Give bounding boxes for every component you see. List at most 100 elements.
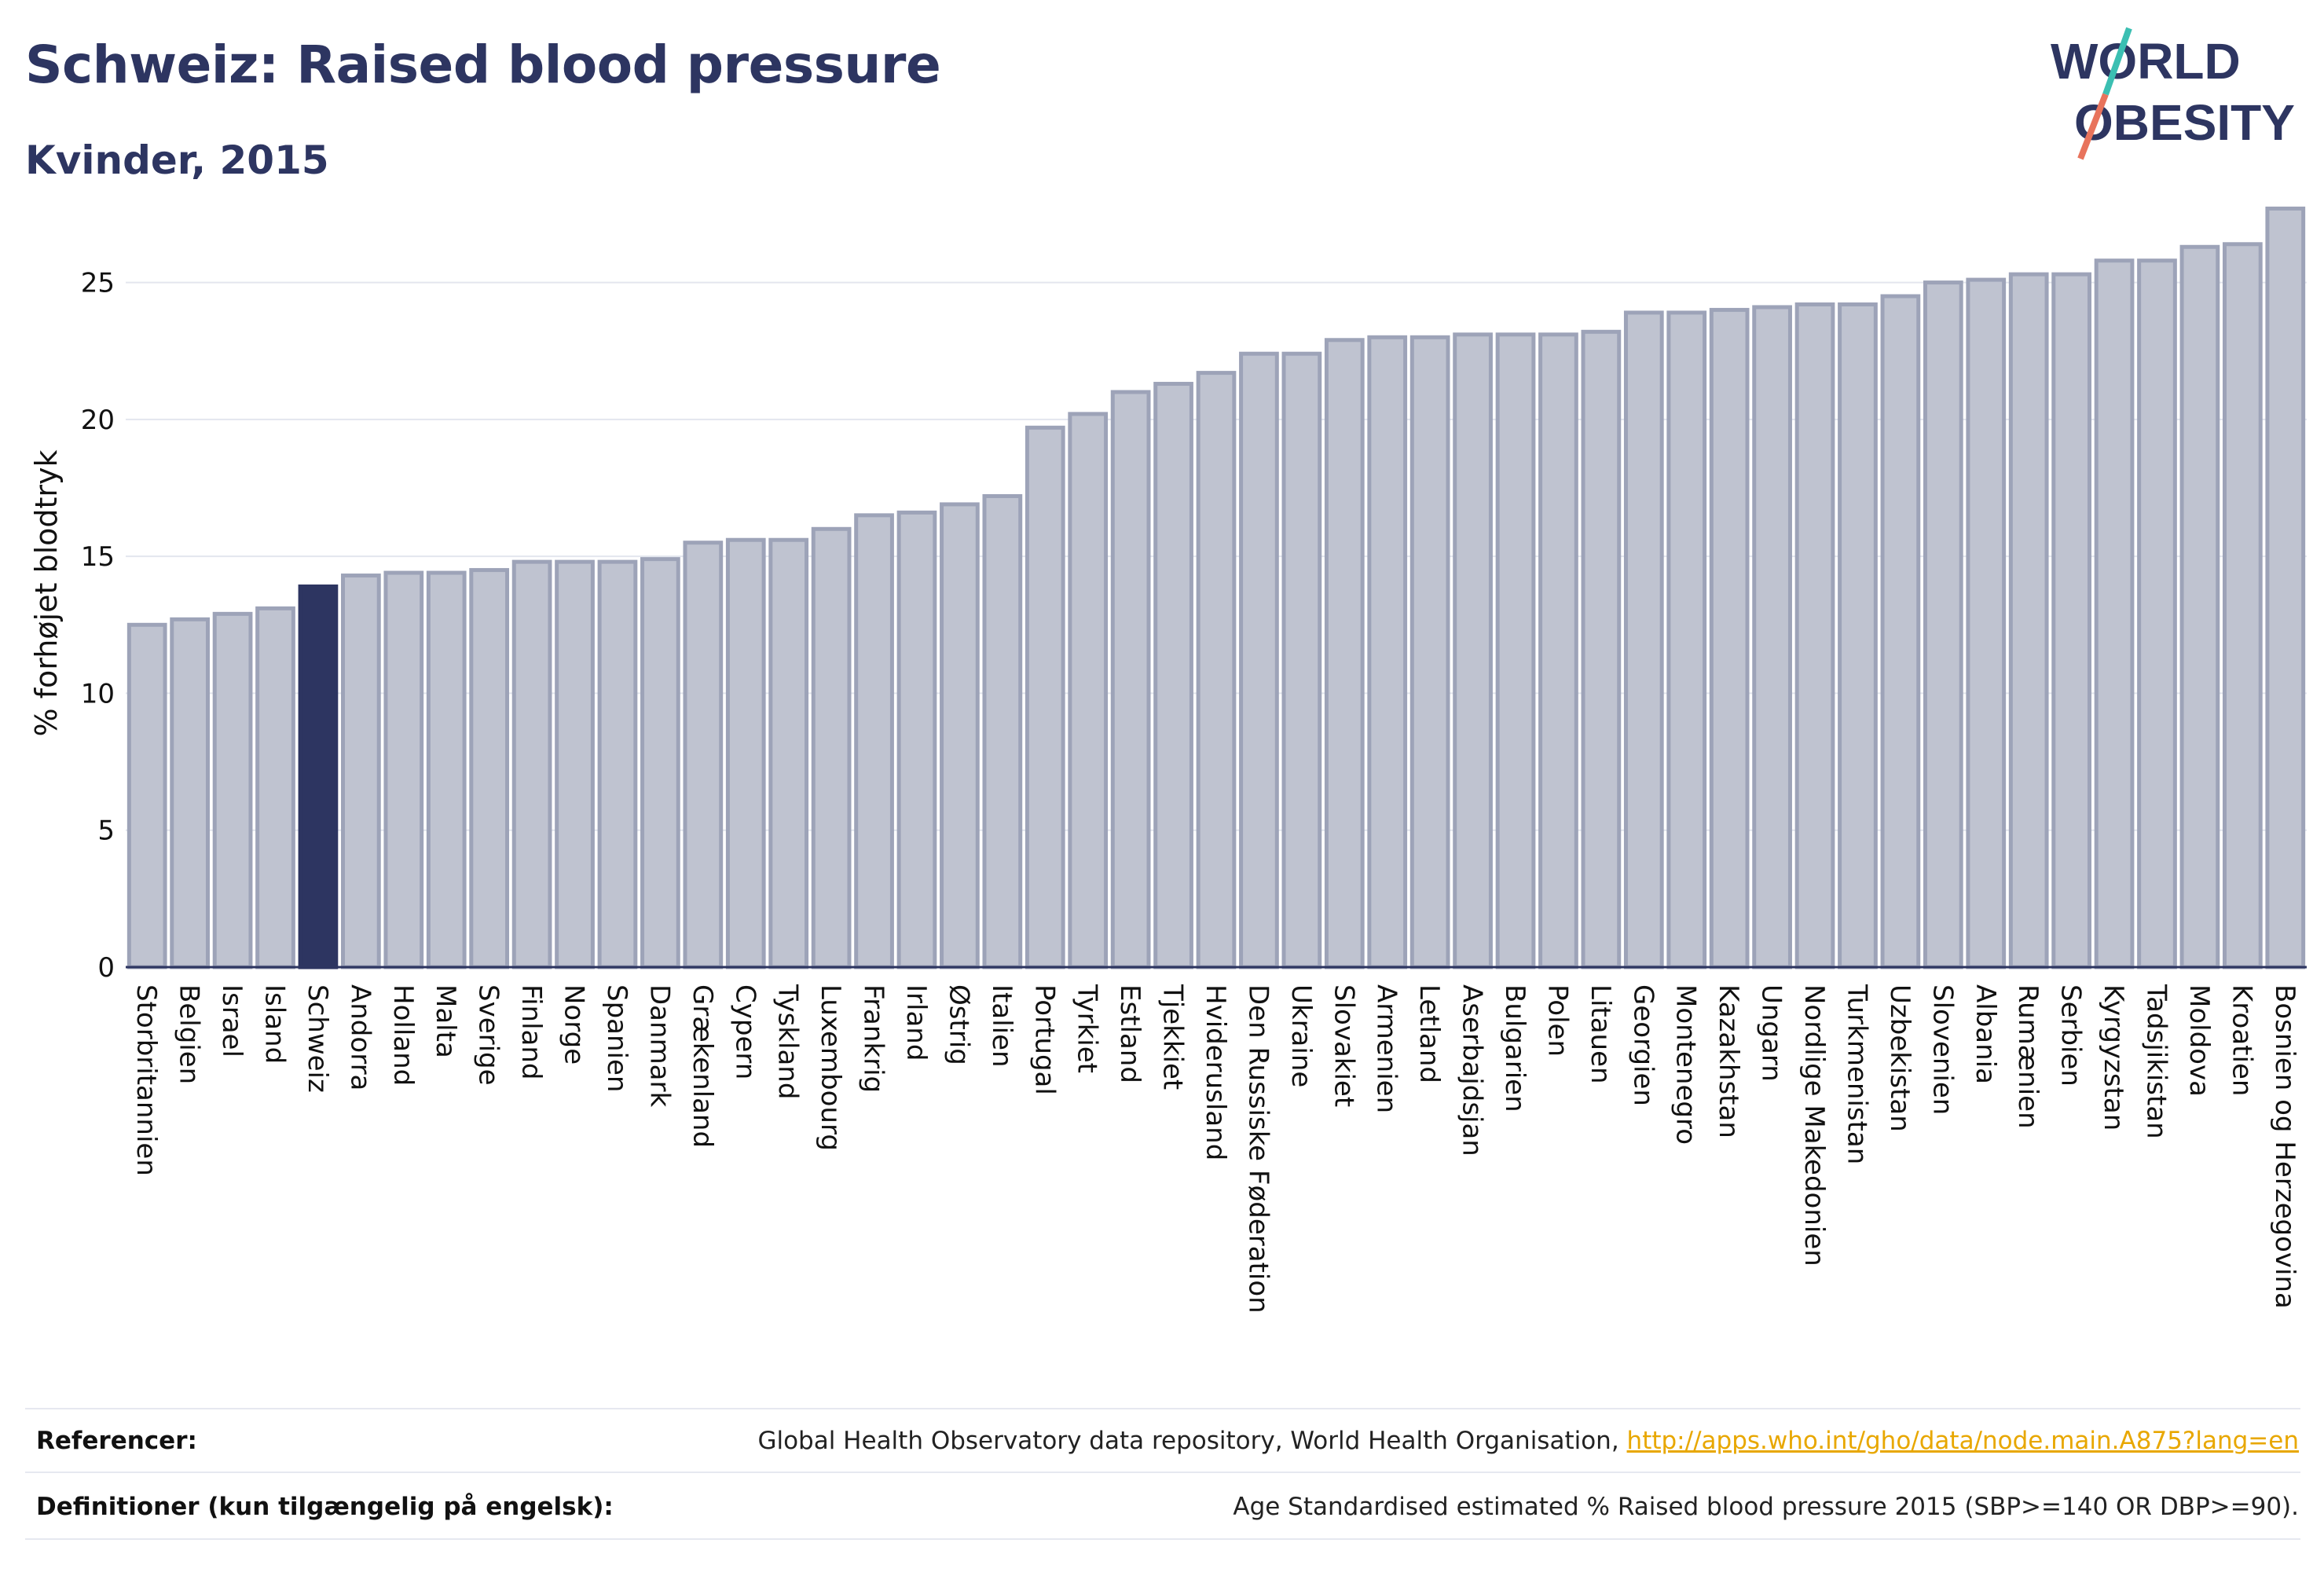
references-link[interactable]: http://apps.who.int/gho/data/node.main.A… <box>1626 1427 2299 1455</box>
x-tick-label: Bosnien og Herzegovina <box>2269 984 2300 1309</box>
logo-slash-red <box>2077 93 2109 160</box>
y-axis-label: % forhøjet blodtryk <box>29 449 64 736</box>
x-tick-label: Aserbajdsjan <box>1457 984 1488 1156</box>
x-tick-label: Andorra <box>344 984 376 1090</box>
x-tick-label: Serbien <box>2055 984 2087 1087</box>
bar-armenien <box>1367 335 1408 969</box>
x-tick-label: Armenien <box>1371 984 1402 1113</box>
references-source: Global Health Observatory data repositor… <box>757 1427 1627 1455</box>
bar-tyrkiet <box>1068 412 1109 969</box>
y-tick-label: 5 <box>97 815 115 847</box>
bar-chart: 0 5 10 15 20 25 Storbritannien Belgien Israel Is… <box>29 206 2307 1314</box>
bar-spanien <box>597 559 638 969</box>
bar-uzbekistan <box>1880 294 1921 969</box>
bar-norge <box>555 559 595 969</box>
x-tick-label: Den Russiske Føderation <box>1242 984 1274 1314</box>
bar-kroatien <box>2222 242 2263 969</box>
bar-israel <box>212 611 253 969</box>
bar-danmark <box>640 557 680 969</box>
x-tick-label: Grækenland <box>687 984 718 1148</box>
x-tick-label: Irland <box>900 984 932 1061</box>
x-tick-label: Slovakiet <box>1328 984 1359 1107</box>
x-tick-label: Litauen <box>1585 984 1616 1084</box>
x-tick-label: Polen <box>1541 984 1573 1057</box>
x-tick-label: Island <box>259 984 291 1064</box>
x-tick-label: Moldova <box>2183 984 2215 1097</box>
bar-letland <box>1409 335 1450 969</box>
x-tick-label: Schweiz <box>302 984 333 1093</box>
bar-slovenien <box>1923 280 1963 969</box>
x-tick-label: Israel <box>216 984 247 1057</box>
x-tick-label: Kyrgyzstan <box>2098 984 2129 1131</box>
bar-holland <box>383 570 424 969</box>
bar-irland <box>896 510 937 969</box>
x-tick-label: Kroatien <box>2226 984 2257 1096</box>
x-tick-label: Portugal <box>1028 984 1060 1095</box>
bar-frankrig <box>854 513 894 969</box>
x-tick-label: Sverige <box>473 984 504 1086</box>
bar-estland <box>1110 390 1151 969</box>
x-tick-label: Storbritannien <box>130 984 162 1176</box>
x-tick-label: Letland <box>1413 984 1445 1083</box>
bar-portugal <box>1025 425 1065 969</box>
bar-rumænien <box>2008 272 2049 969</box>
x-tick-label: Cypern <box>729 984 761 1079</box>
bar-belgien <box>170 617 211 969</box>
x-tick-label: Albania <box>1970 984 2001 1084</box>
bar-kyrgyzstan <box>2094 258 2135 969</box>
bar-finland <box>511 559 552 969</box>
bar-kazakhstan <box>1709 307 1750 969</box>
references-text: Global Health Observatory data repositor… <box>757 1427 2299 1455</box>
y-tick-label: 25 <box>81 268 115 299</box>
x-tick-label: Holland <box>387 984 419 1086</box>
footer-divider-top <box>25 1408 2300 1409</box>
bar-slovakiet <box>1324 338 1365 969</box>
x-tick-label: Uzbekistan <box>1884 984 1915 1132</box>
x-tick-label: Ungarn <box>1756 984 1787 1082</box>
bar-ukraine <box>1281 351 1322 969</box>
x-tick-label: Luxembourg <box>815 984 846 1151</box>
bar-nordlige-makedonien <box>1794 302 1835 969</box>
bar-montenegro <box>1666 310 1707 969</box>
bar-grækenland <box>683 541 724 969</box>
bar-tadsjikistan <box>2137 258 2177 969</box>
bar-litauen <box>1581 329 1622 969</box>
x-tick-label: Turkmenistan <box>1841 984 1872 1164</box>
x-tick-labels: Storbritannien Belgien Israel Island Schweiz… <box>130 984 2300 1314</box>
x-tick-label: Frankrig <box>858 984 889 1093</box>
x-tick-label: Hviderusland <box>1200 984 1231 1160</box>
bar-hviderusland <box>1196 371 1237 969</box>
bar-sverige <box>469 568 510 969</box>
logo-slash-teal <box>2102 27 2132 96</box>
chart-title: Schweiz: Raised blood pressure <box>25 35 941 95</box>
x-tick-label: Norge <box>559 984 590 1065</box>
bar-andorra <box>341 574 381 969</box>
x-tick-label: Danmark <box>643 984 675 1107</box>
bar-malta <box>426 570 467 969</box>
bar-serbien <box>2051 272 2091 969</box>
bar-tjekkiet <box>1153 382 1193 969</box>
x-tick-label: Tjekkiet <box>1157 984 1189 1090</box>
bar-schweiz <box>298 584 339 969</box>
x-tick-label: Nordlige Makedonien <box>1798 984 1830 1266</box>
definitions-text: Age Standardised estimated % Raised bloo… <box>1233 1493 2299 1521</box>
bar-albania <box>1966 277 2007 969</box>
x-tick-label: Georgien <box>1627 984 1659 1106</box>
chart-subtitle: Kvinder, 2015 <box>25 137 329 183</box>
footer-divider-bottom <box>25 1538 2300 1540</box>
x-tick-label: Østrig <box>943 984 974 1065</box>
x-tick-label: Bulgarien <box>1499 984 1530 1112</box>
x-tick-label: Finland <box>515 984 547 1080</box>
y-tick-label: 15 <box>81 541 115 573</box>
bars <box>126 206 2306 969</box>
bar-luxembourg <box>811 526 852 969</box>
x-tick-label: Kazakhstan <box>1713 984 1744 1138</box>
y-tick-label: 0 <box>97 952 115 984</box>
bar-østrig <box>940 502 980 969</box>
bar-moldova <box>2179 244 2220 969</box>
bar-turkmenistan <box>1838 302 1878 969</box>
x-tick-label: Estland <box>1114 984 1146 1083</box>
x-tick-label: Malta <box>430 984 461 1058</box>
y-tick-label: 20 <box>81 405 115 436</box>
bar-italien <box>982 493 1023 969</box>
